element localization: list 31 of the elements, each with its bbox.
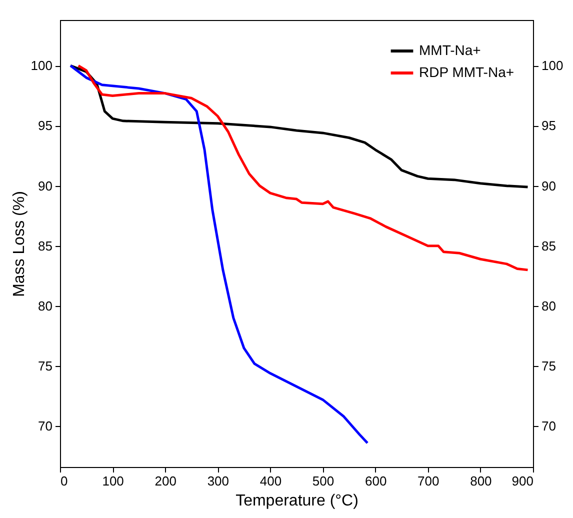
- x-axis-title: Temperature (°C): [236, 492, 358, 510]
- y2-tick-label: 90: [542, 178, 556, 194]
- y-tick-label: 75: [38, 358, 52, 374]
- line-series: [69, 64, 529, 188]
- line-series: [69, 64, 369, 444]
- y-tick-label: 70: [38, 418, 52, 434]
- y-tick-label: 95: [38, 118, 52, 134]
- x-tick-label: 100: [102, 474, 124, 488]
- x-tick-label: 700: [418, 474, 440, 488]
- x-tick-label: 600: [364, 474, 387, 488]
- y-tick-label: 85: [38, 238, 52, 254]
- y-tick-label: 80: [38, 298, 52, 314]
- x-tick-label: 500: [312, 474, 334, 488]
- x-tick-label: 900: [512, 474, 534, 488]
- y2-tick-label: 100: [542, 58, 564, 74]
- y2-tick-label: 80: [542, 298, 556, 314]
- x-tick-label: 200: [154, 474, 176, 488]
- legend-label: MMT-Na+: [419, 42, 481, 58]
- y-axis-title: Mass Loss (%): [10, 191, 28, 297]
- y2-tick-label: 75: [542, 358, 556, 374]
- legend-label: RDP MMT-Na+: [419, 64, 514, 80]
- x-tick-label: 0: [60, 474, 68, 488]
- line-series: [77, 64, 529, 272]
- y2-tick-label: 85: [542, 238, 556, 254]
- y2-tick-label: 70: [542, 418, 556, 434]
- x-tick-label: 300: [207, 474, 230, 488]
- x-tick-label: 800: [470, 474, 492, 488]
- y-tick-label: 90: [38, 178, 52, 194]
- y-tick-label: 100: [30, 58, 52, 74]
- x-tick-label: 400: [260, 474, 282, 488]
- y2-tick-label: 95: [542, 118, 556, 134]
